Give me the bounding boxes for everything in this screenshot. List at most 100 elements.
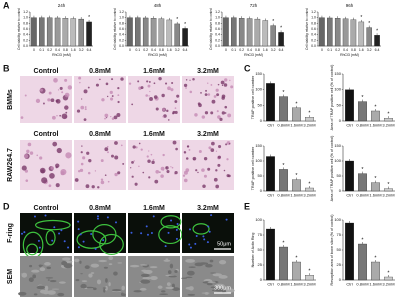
image-texture <box>197 171 199 174</box>
x-tick-label: 0.8mM <box>356 282 368 287</box>
image-texture <box>77 246 80 249</box>
image-texture <box>218 145 222 149</box>
x-tick-label: 3.2mM <box>303 123 315 128</box>
image-texture <box>212 273 222 277</box>
image-texture <box>91 185 95 189</box>
image-texture <box>210 272 216 274</box>
micrograph <box>181 256 235 297</box>
image-texture <box>120 292 124 296</box>
image-texture <box>182 174 186 177</box>
image-texture <box>214 288 225 292</box>
image-texture <box>215 184 220 189</box>
row-label: BMMs <box>7 89 14 110</box>
image-texture <box>50 166 54 170</box>
image-texture <box>90 272 95 274</box>
image-texture <box>183 83 188 88</box>
y-tick-label: 0.2 <box>215 38 220 42</box>
y-tick-label: 0 <box>260 118 263 123</box>
y-tick-label: 1.0 <box>23 16 28 20</box>
x-tick-label: 0.8mM <box>277 123 289 128</box>
image-texture <box>87 86 90 89</box>
image-texture <box>29 151 34 155</box>
image-texture <box>77 220 80 223</box>
image-texture <box>163 259 171 262</box>
image-texture <box>82 156 86 160</box>
y-tick-label: 100 <box>255 158 262 163</box>
micrograph <box>20 213 72 259</box>
image-texture <box>55 183 60 188</box>
image-texture <box>188 286 194 291</box>
image-texture <box>183 151 187 154</box>
image-texture <box>117 262 123 264</box>
image-texture <box>174 110 178 114</box>
image-texture <box>172 112 175 115</box>
image-texture <box>96 279 102 285</box>
panel-letter: D <box>3 201 10 211</box>
image-texture <box>174 171 178 175</box>
image-texture <box>152 158 155 161</box>
x-tick-label: 1.6mM <box>369 123 381 128</box>
image-texture <box>140 86 144 90</box>
image-texture <box>80 283 87 289</box>
image-texture <box>210 148 215 152</box>
image-texture <box>225 288 235 293</box>
image-texture <box>215 283 225 289</box>
image-texture <box>51 239 54 242</box>
image-texture <box>150 153 153 156</box>
image-texture <box>167 270 172 275</box>
image-texture <box>58 281 66 284</box>
image-texture <box>223 289 226 293</box>
x-axis-label: RhCl3 (mM) <box>52 53 71 57</box>
image-texture <box>58 232 61 235</box>
image-texture <box>192 156 197 161</box>
image-texture <box>217 163 221 167</box>
image-texture <box>221 96 225 100</box>
image-texture <box>217 155 221 159</box>
image-texture <box>151 160 155 164</box>
image-texture <box>224 78 228 82</box>
x-tick-label: 0.2 <box>47 48 52 52</box>
significance-mark: * <box>361 237 364 243</box>
image-texture <box>204 111 209 115</box>
panel-letter: C <box>244 63 251 73</box>
image-texture <box>33 215 36 218</box>
y-tick-label: 0.0 <box>311 44 316 48</box>
significance-mark: * <box>361 95 364 101</box>
row-label: F-ring <box>7 223 14 243</box>
image-texture <box>130 231 133 234</box>
bar <box>254 18 261 47</box>
image-texture <box>194 242 197 245</box>
image-texture <box>148 176 151 179</box>
x-tick-label: 1.6mM <box>369 282 381 287</box>
image-texture <box>164 82 168 85</box>
image-texture <box>189 90 193 94</box>
image-texture <box>210 214 213 217</box>
image-texture <box>187 293 196 296</box>
panel-letter: B <box>3 63 10 73</box>
image-texture <box>27 142 32 147</box>
y-axis-label: Cell viability relative to control <box>113 8 117 50</box>
chart-title: 72h <box>250 3 258 8</box>
significance-mark: * <box>368 21 370 27</box>
image-texture <box>146 233 149 236</box>
scale-bar-label: 50μm <box>217 241 231 247</box>
image-texture <box>167 119 170 121</box>
x-tick-label: 6.4 <box>183 48 188 52</box>
image-texture <box>220 80 225 85</box>
x-axis-label: RhCl3 (mM) <box>244 53 263 57</box>
image-texture <box>207 167 211 171</box>
x-axis-label: RhCl3 (mM) <box>148 53 167 57</box>
y-axis-label: TRAP positive cell number <box>251 146 255 190</box>
bar <box>31 17 37 47</box>
micrograph <box>74 140 126 190</box>
y-tick-label: 0.4 <box>215 33 220 37</box>
image-texture <box>145 225 148 228</box>
image-texture <box>206 283 213 286</box>
bar <box>384 276 393 281</box>
image-texture <box>204 93 208 96</box>
image-texture <box>81 145 83 147</box>
image-background <box>128 213 180 253</box>
column-label: 3.2mM <box>197 131 219 138</box>
image-texture <box>226 174 230 178</box>
image-texture <box>201 115 206 119</box>
